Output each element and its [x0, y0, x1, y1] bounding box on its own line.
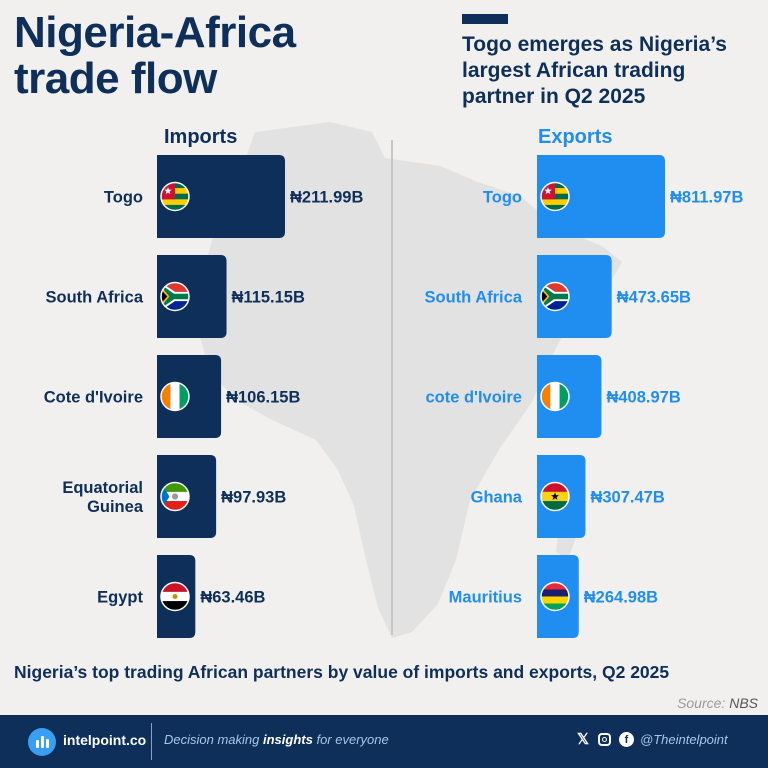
value-label: ₦106.15B — [226, 389, 300, 407]
import-bar-group: Togo ₦211.99B — [104, 155, 363, 238]
togo-flag-icon — [160, 181, 190, 212]
value-label: ₦115.15B — [232, 289, 305, 307]
export-bar-group: Togo ₦811.97B — [483, 155, 743, 238]
cote-divoire-flag-icon — [540, 381, 570, 412]
value-label: ₦811.97B — [670, 189, 743, 207]
accent-bar — [462, 14, 508, 24]
facebook-icon[interactable]: f — [619, 732, 634, 747]
import-bar — [157, 255, 227, 338]
footer-separator — [151, 723, 152, 760]
cote-divoire-flag-icon — [160, 381, 190, 412]
export-bar — [537, 255, 612, 338]
export-bar-group: Mauritius ₦264.98B — [449, 555, 658, 638]
ghana-flag-icon — [540, 481, 570, 512]
import-bar-group: Egypt ₦63.46B — [97, 555, 266, 638]
exports-heading: Exports — [538, 126, 613, 148]
category-label: South Africa — [46, 289, 144, 307]
category-label: Equatorial — [62, 479, 143, 497]
mauritius-flag-icon — [540, 581, 570, 612]
import-bar — [157, 155, 285, 238]
headline: Togo emerges as Nigeria’s largest Africa… — [462, 33, 727, 108]
export-bar-group: cote d'Ivoire ₦408.97B — [425, 355, 681, 438]
column-divider — [391, 140, 393, 635]
category-label: Guinea — [87, 498, 144, 516]
equatorial-guinea-flag-icon — [160, 481, 190, 512]
value-label: ₦63.46B — [200, 589, 265, 607]
brand-name[interactable]: intelpoint.co — [63, 732, 147, 748]
social-handle[interactable]: @Theintelpoint — [640, 732, 728, 747]
tagline-end: for everyone — [312, 732, 389, 747]
export-bar-group: Ghana ₦307.47B — [471, 455, 665, 538]
value-label: ₦264.98B — [584, 589, 658, 607]
value-label: ₦211.99B — [290, 189, 363, 207]
value-label: ₦97.93B — [221, 489, 286, 507]
category-label: South Africa — [425, 289, 523, 307]
source-value: NBS — [729, 695, 758, 711]
export-bar-group: South Africa ₦473.65B — [425, 255, 691, 338]
category-label: Togo — [483, 189, 522, 207]
import-bar-group: Cote d'Ivoire ₦106.15B — [44, 355, 300, 438]
category-label: Togo — [104, 189, 143, 207]
tagline-start: Decision making — [164, 732, 263, 747]
value-label: ₦473.65B — [617, 289, 691, 307]
value-label: ₦408.97B — [606, 389, 680, 407]
value-label: ₦307.47B — [590, 489, 664, 507]
category-label: Mauritius — [449, 589, 522, 607]
south-africa-flag-icon — [160, 281, 190, 312]
togo-flag-icon — [540, 181, 570, 212]
category-label: Egypt — [97, 589, 143, 607]
export-bar — [537, 155, 665, 238]
import-bar-group: South Africa ₦115.15B — [46, 255, 305, 338]
chart-caption: Nigeria’s top trading African partners b… — [14, 662, 670, 682]
page-title: Nigeria-Africa trade flow — [14, 8, 296, 103]
tagline-emphasis: insights — [263, 732, 313, 747]
imports-heading: Imports — [164, 126, 238, 148]
footer-bar: intelpoint.co Decision making insights f… — [0, 715, 768, 768]
x-icon[interactable]: 𝕏 — [577, 731, 590, 748]
south-africa-flag-icon — [540, 281, 570, 312]
category-label: Ghana — [471, 489, 523, 507]
egypt-flag-icon — [160, 581, 190, 612]
tagline: Decision making insights for everyone — [164, 732, 389, 747]
category-label: cote d'Ivoire — [425, 389, 522, 407]
source-note: Source: NBS — [677, 695, 758, 711]
instagram-icon[interactable] — [598, 733, 611, 746]
source-label: Source: — [677, 695, 726, 711]
intelpoint-logo-icon — [28, 728, 56, 756]
category-label: Cote d'Ivoire — [44, 389, 143, 407]
